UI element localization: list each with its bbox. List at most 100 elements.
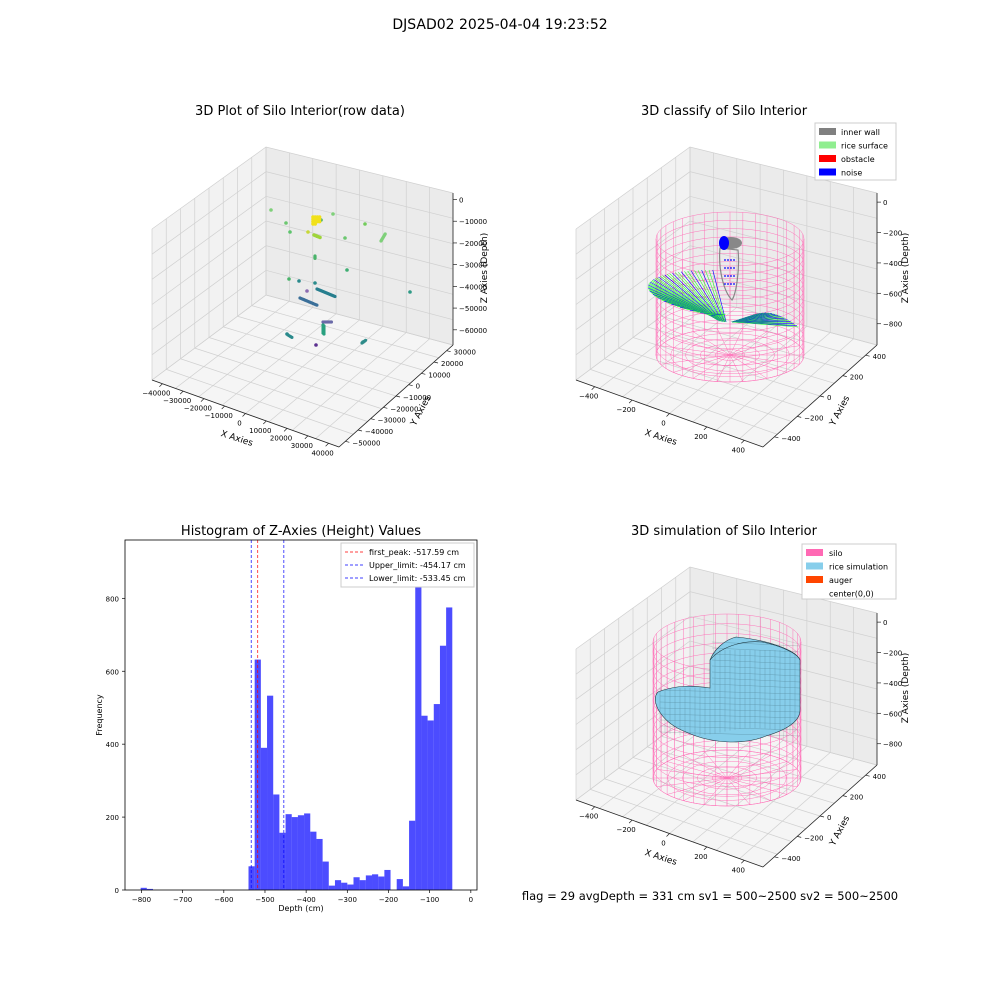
histogram-title: Histogram of Z-Axies (Height) Values (181, 524, 421, 539)
simulation-x-axis-label: X Axies (643, 848, 678, 868)
classify-x-axis-label: X Axies (643, 428, 678, 448)
y-tick-label: 0 (115, 887, 119, 895)
raw-point (318, 235, 322, 240)
histogram-bar (365, 875, 373, 890)
z-tick-label: −800 (883, 321, 902, 329)
surface-ray (684, 271, 723, 322)
classify-3d-plot: −400 −200 0 200 400 400 200 0 −200 −400 0 −200 −400 −… (575, 122, 911, 454)
legend-label: rice simulation (829, 563, 888, 572)
x-tick-label: −40000 (142, 390, 170, 398)
classify-legend: inner wall rice surface obstacle noise (814, 122, 897, 181)
raw-tick-labels: −40000−30000−20000−100000100002000030000… (142, 197, 487, 458)
legend-label: first_peak: -517.59 cm (369, 548, 459, 557)
histogram-bar (378, 876, 385, 890)
x-tick-label: −500 (255, 896, 274, 904)
rice-mesh-line (659, 725, 801, 731)
raw-point (343, 236, 347, 240)
x-tick-label: 400 (732, 446, 745, 454)
histogram-bar (359, 880, 366, 890)
z-tick-label: −60000 (459, 327, 487, 335)
z-tick-label: −400 (883, 680, 902, 688)
legend-label: rice surface (841, 142, 888, 151)
histogram-bar (421, 715, 428, 890)
classify-plot-title: 3D classify of Silo Interior (640, 104, 808, 119)
y-tick-label: 400 (873, 353, 886, 361)
x-tick-label: −400 (579, 393, 598, 401)
z-tick-label: −800 (883, 741, 902, 749)
histogram-bar (353, 877, 360, 890)
noise-point (724, 283, 726, 285)
noise-point (727, 275, 729, 277)
rice-mesh-line (711, 641, 801, 647)
raw-point (408, 290, 412, 294)
x-tick-label: −400 (579, 813, 598, 821)
histogram-axes-frame (124, 539, 478, 891)
figure-title: DJSAD02 2025-04-04 19:23:52 (392, 17, 608, 33)
histogram-bar (415, 557, 422, 890)
z-tick-label: −600 (883, 710, 902, 718)
raw-point (297, 279, 301, 283)
noise-point (733, 283, 735, 285)
noise-point (730, 267, 732, 269)
z-tick-label: −40000 (459, 283, 487, 291)
legend-swatch (806, 562, 823, 570)
surface-ray (708, 269, 726, 323)
histogram-bar (291, 817, 298, 890)
histogram-bar (316, 838, 323, 890)
rice-surface (655, 636, 801, 743)
x-tick-label: 40000 (311, 449, 333, 457)
y-tick-label: 200 (850, 794, 863, 802)
histogram-x-axis-label: Depth (cm) (278, 904, 323, 913)
surface-ray (718, 313, 726, 317)
legend-label: auger (829, 576, 853, 585)
classify-3d-axes-box (575, 146, 878, 448)
status-line: flag = 29 avgDepth = 331 cm sv1 = 500~25… (521, 889, 899, 903)
legend-label: Upper_limit: -454.17 cm (369, 561, 466, 570)
surface-ray (687, 270, 723, 322)
y-tick-label: −400 (781, 855, 800, 863)
histogram-bar (328, 885, 335, 890)
raw-point (313, 281, 317, 285)
x-tick-label: −20000 (184, 405, 212, 413)
noise-cluster (719, 236, 729, 250)
raw-point (288, 230, 292, 234)
classify-tick-labels: −400 −200 0 200 400 400 200 0 −200 −400 0 −200 −400 −… (579, 199, 902, 454)
x-tick-label: 0 (237, 420, 241, 428)
z-tick-label: −400 (883, 260, 902, 268)
y-tick-label: 400 (106, 741, 119, 749)
histogram-bar (402, 886, 410, 890)
y-tick-label: −200 (804, 834, 823, 842)
simulation-3d-plot: −400 −200 0 200 400 400 200 0 −200 −400 0 −200 −400 −… (575, 543, 911, 874)
x-tick-label: −10000 (205, 412, 233, 420)
legend-swatch (819, 155, 836, 162)
raw-point (306, 230, 310, 234)
histogram-bar (409, 820, 416, 890)
surface-ray (697, 270, 725, 322)
rice-ridge (709, 641, 801, 661)
z-tick-label: 0 (883, 199, 887, 207)
raw-point (322, 332, 326, 336)
raw-point (287, 277, 291, 281)
histogram-ticks: −800 −700 −600 −500 −400 −300 −200 −100 0 0 200 400… (106, 595, 473, 904)
y-tick-label: 600 (106, 668, 119, 676)
legend-label: Lower_limit: -533.45 cm (369, 574, 466, 583)
noise-point (730, 259, 732, 261)
simulation-tick-labels: −400 −200 0 200 400 400 200 0 −200 −400 0 −200 −400 −… (579, 619, 902, 874)
legend-swatch (819, 128, 836, 135)
surface-ray (701, 270, 725, 322)
y-tick-label: 20000 (441, 360, 463, 368)
histogram-y-axis-label: Frequency (95, 694, 104, 736)
histogram-reference-lines (250, 540, 285, 890)
x-tick-label: −200 (379, 896, 398, 904)
classify-silo-wireframe (655, 211, 805, 383)
rice-mesh-line (659, 713, 801, 719)
raw-point (364, 338, 368, 342)
simulation-legend: silo rice simulation auger center(0,0) (801, 543, 897, 600)
y-tick-label: 10000 (428, 371, 450, 379)
noise-point (724, 259, 726, 261)
histogram-bar (347, 884, 354, 890)
raw-point (290, 335, 294, 339)
rice-mesh-line (659, 707, 801, 713)
raw-point (314, 343, 318, 347)
legend-label: silo (829, 549, 843, 558)
